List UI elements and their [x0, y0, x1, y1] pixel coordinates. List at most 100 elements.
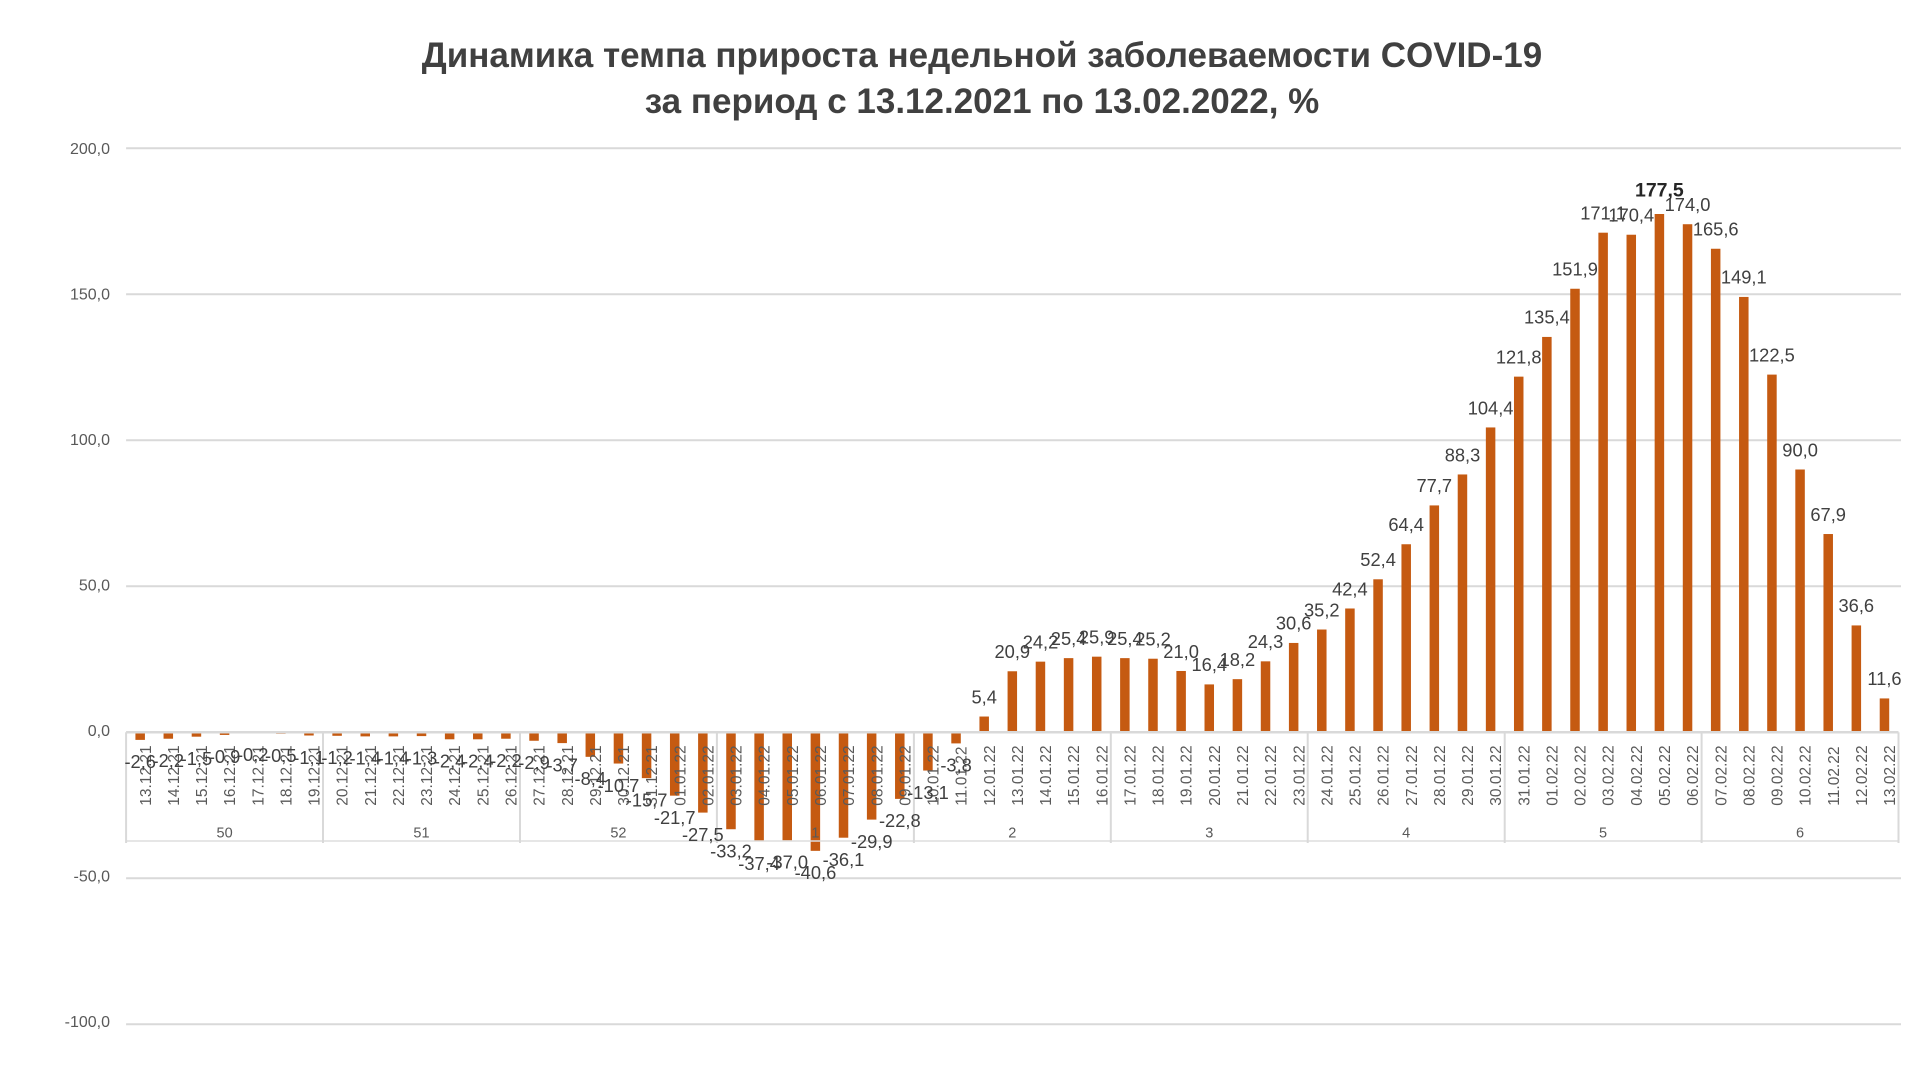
svg-text:165,6: 165,6 — [1693, 219, 1739, 240]
svg-text:5,4: 5,4 — [971, 686, 996, 707]
svg-text:30.01.22: 30.01.22 — [1488, 745, 1505, 805]
svg-text:52,4: 52,4 — [1360, 549, 1396, 570]
svg-text:04.01.22: 04.01.22 — [757, 745, 774, 805]
svg-text:26.12.21: 26.12.21 — [504, 745, 521, 805]
svg-text:3: 3 — [1205, 826, 1213, 842]
svg-text:16.12.21: 16.12.21 — [222, 745, 239, 805]
svg-text:4: 4 — [1402, 826, 1410, 842]
svg-text:-0,5: -0,5 — [265, 745, 297, 766]
svg-text:171,1: 171,1 — [1580, 203, 1626, 224]
svg-text:-1,5: -1,5 — [181, 748, 213, 769]
svg-text:121,8: 121,8 — [1496, 346, 1542, 367]
svg-text:10.01.22: 10.01.22 — [926, 745, 943, 805]
svg-text:11.02.22: 11.02.22 — [1826, 747, 1843, 806]
svg-text:-3,7: -3,7 — [546, 754, 578, 775]
svg-text:2: 2 — [1008, 826, 1016, 842]
svg-text:-2,6: -2,6 — [124, 751, 156, 772]
svg-text:-15,7: -15,7 — [626, 789, 668, 810]
svg-text:31.01.22: 31.01.22 — [1516, 745, 1533, 805]
svg-text:-27,5: -27,5 — [682, 824, 724, 845]
svg-text:-33,2: -33,2 — [710, 841, 752, 862]
svg-text:03.01.22: 03.01.22 — [729, 745, 746, 805]
svg-text:1: 1 — [811, 826, 819, 842]
svg-text:-3,8: -3,8 — [940, 755, 972, 776]
svg-text:151,9: 151,9 — [1552, 259, 1598, 280]
svg-text:174,0: 174,0 — [1665, 194, 1711, 215]
svg-text:05.01.22: 05.01.22 — [785, 745, 802, 805]
svg-text:30,6: 30,6 — [1276, 613, 1312, 634]
svg-text:35,2: 35,2 — [1304, 599, 1340, 620]
svg-text:42,4: 42,4 — [1332, 578, 1368, 599]
svg-text:04.02.22: 04.02.22 — [1629, 745, 1646, 805]
svg-text:16,4: 16,4 — [1192, 654, 1228, 675]
svg-text:05.02.22: 05.02.22 — [1657, 745, 1674, 805]
svg-text:31.12.21: 31.12.21 — [644, 745, 661, 805]
svg-text:02.01.22: 02.01.22 — [700, 745, 717, 805]
svg-text:170,4: 170,4 — [1608, 205, 1654, 226]
svg-text:09.02.22: 09.02.22 — [1770, 745, 1787, 805]
svg-text:19.12.21: 19.12.21 — [307, 745, 324, 805]
svg-text:25,9: 25,9 — [1079, 627, 1115, 648]
svg-text:08.01.22: 08.01.22 — [869, 745, 886, 805]
svg-text:17.12.21: 17.12.21 — [250, 745, 267, 805]
svg-text:-50,0: -50,0 — [74, 869, 111, 886]
svg-text:22.01.22: 22.01.22 — [1263, 745, 1280, 805]
svg-text:16.01.22: 16.01.22 — [1094, 745, 1111, 805]
svg-text:24,2: 24,2 — [1023, 631, 1059, 652]
svg-text:51: 51 — [413, 826, 429, 842]
svg-text:150,0: 150,0 — [70, 287, 110, 304]
svg-text:-40,6: -40,6 — [795, 862, 837, 883]
svg-text:21,0: 21,0 — [1163, 641, 1199, 662]
svg-text:-100,0: -100,0 — [65, 1014, 110, 1031]
svg-text:-37,4: -37,4 — [738, 853, 780, 874]
svg-text:01.01.22: 01.01.22 — [672, 745, 689, 805]
svg-text:-10,7: -10,7 — [598, 775, 640, 796]
svg-text:29.12.21: 29.12.21 — [588, 745, 605, 805]
svg-text:26.01.22: 26.01.22 — [1376, 745, 1393, 805]
svg-text:50,0: 50,0 — [79, 578, 110, 595]
svg-text:13.02.22: 13.02.22 — [1882, 745, 1899, 805]
svg-text:100,0: 100,0 — [70, 432, 110, 449]
svg-text:177,5: 177,5 — [1635, 180, 1684, 202]
svg-text:88,3: 88,3 — [1445, 444, 1481, 465]
svg-text:30.12.21: 30.12.21 — [616, 745, 633, 805]
svg-text:64,4: 64,4 — [1388, 514, 1424, 535]
svg-text:6: 6 — [1796, 826, 1804, 842]
svg-text:24.12.21: 24.12.21 — [447, 745, 464, 805]
svg-text:50: 50 — [217, 826, 233, 842]
svg-text:25,4: 25,4 — [1051, 628, 1087, 649]
svg-text:122,5: 122,5 — [1749, 344, 1795, 365]
svg-text:02.02.22: 02.02.22 — [1573, 745, 1590, 805]
svg-text:27.01.22: 27.01.22 — [1404, 745, 1421, 805]
svg-text:5: 5 — [1599, 826, 1607, 842]
svg-text:07.01.22: 07.01.22 — [841, 745, 858, 805]
svg-text:104,4: 104,4 — [1468, 397, 1514, 418]
svg-text:-2,9: -2,9 — [518, 752, 550, 773]
svg-text:0,0: 0,0 — [88, 723, 110, 740]
svg-text:25.12.21: 25.12.21 — [475, 745, 492, 805]
svg-text:20,9: 20,9 — [995, 641, 1031, 662]
svg-text:25.01.22: 25.01.22 — [1348, 745, 1365, 805]
svg-text:-2,2: -2,2 — [153, 750, 185, 771]
svg-text:25,4: 25,4 — [1107, 628, 1143, 649]
svg-text:07.02.22: 07.02.22 — [1713, 745, 1730, 805]
svg-text:11.01.22: 11.01.22 — [954, 747, 971, 806]
svg-text:27.12.21: 27.12.21 — [532, 745, 549, 805]
svg-text:11,6: 11,6 — [1867, 668, 1901, 689]
svg-text:13.12.21: 13.12.21 — [138, 745, 155, 805]
svg-text:23.01.22: 23.01.22 — [1291, 745, 1308, 805]
svg-text:-29,9: -29,9 — [851, 831, 893, 852]
svg-text:20.12.21: 20.12.21 — [335, 745, 352, 805]
svg-text:-22,8: -22,8 — [879, 810, 921, 831]
svg-text:08.02.22: 08.02.22 — [1741, 745, 1758, 805]
svg-text:-1,1: -1,1 — [293, 747, 325, 768]
svg-text:-2,4: -2,4 — [462, 751, 494, 772]
svg-text:-21,7: -21,7 — [654, 807, 696, 828]
svg-text:-0,9: -0,9 — [209, 746, 241, 767]
svg-text:67,9: 67,9 — [1810, 504, 1846, 525]
svg-text:-1,3: -1,3 — [406, 747, 438, 768]
svg-text:18.01.22: 18.01.22 — [1151, 745, 1168, 805]
svg-text:-36,1: -36,1 — [823, 849, 865, 870]
svg-text:77,7: 77,7 — [1417, 475, 1453, 496]
svg-text:за период с 13.12.2021 по 13.0: за период с 13.12.2021 по 13.02.2022, % — [645, 82, 1320, 121]
